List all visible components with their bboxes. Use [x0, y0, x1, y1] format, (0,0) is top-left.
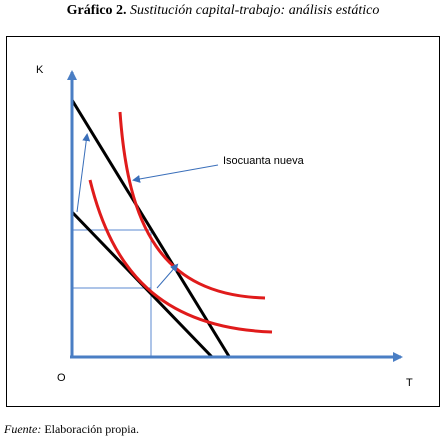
source-text: Elaboración propia. — [44, 422, 139, 436]
figure-title-number: Gráfico 2. — [66, 3, 127, 18]
figure-title-text: Sustitución capital-trabajo: análisis es… — [130, 3, 380, 18]
y-axis-label: K — [36, 64, 44, 76]
annotation-arrow — [132, 164, 219, 183]
shift-arrow-right — [156, 263, 179, 289]
figure-title: Gráfico 2. Sustitución capital-trabajo: … — [0, 2, 446, 20]
source-label: Fuente: — [4, 422, 42, 436]
isoquant-new — [118, 111, 266, 300]
isoquant-original — [88, 179, 273, 334]
figure-source: Fuente: Elaboración propia. — [4, 422, 139, 437]
annotation-label: Isocuanta nueva — [223, 155, 305, 167]
budget-line-original — [70, 99, 232, 359]
diagram-frame — [6, 36, 440, 407]
guide-lines — [72, 229, 152, 357]
shift-arrow-left — [76, 133, 91, 213]
x-axis-label: T — [406, 377, 413, 389]
origin-label: O — [57, 372, 66, 384]
